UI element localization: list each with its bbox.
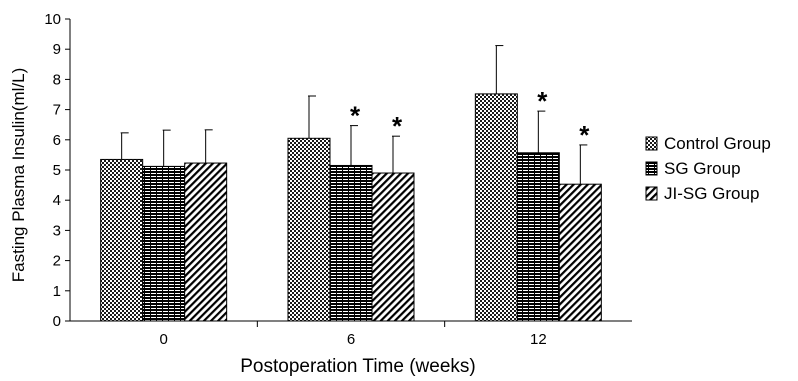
y-tick-label: 9 bbox=[53, 41, 61, 58]
y-tick-label: 5 bbox=[53, 162, 61, 179]
bar bbox=[329, 164, 373, 322]
significance-star: * bbox=[579, 120, 590, 150]
significance-star: * bbox=[537, 86, 548, 116]
x-tick-label: 0 bbox=[159, 331, 167, 348]
y-tick-label: 2 bbox=[53, 253, 61, 270]
bar bbox=[100, 158, 144, 322]
bar bbox=[371, 172, 415, 322]
legend-label: SG Group bbox=[664, 159, 741, 178]
legend: Control Group SG Group JI-SG Group bbox=[645, 134, 771, 203]
legend-label: JI-SG Group bbox=[664, 184, 759, 203]
y-tick-label: 3 bbox=[53, 222, 61, 239]
bar bbox=[184, 162, 228, 322]
legend-swatch bbox=[645, 136, 658, 151]
y-tick-label: 4 bbox=[53, 192, 61, 209]
y-tick-label: 10 bbox=[44, 11, 61, 28]
y-axis-title: Fasting Plasma Insulin(ml/L) bbox=[9, 68, 28, 282]
bar bbox=[516, 152, 560, 322]
bar bbox=[558, 183, 602, 322]
y-tick-label: 7 bbox=[53, 102, 61, 119]
legend-label: Control Group bbox=[664, 134, 771, 153]
y-tick-label: 0 bbox=[53, 313, 61, 330]
y-tick-label: 6 bbox=[53, 132, 61, 149]
significance-star: * bbox=[392, 111, 403, 141]
bar bbox=[287, 137, 331, 322]
x-tick-label: 12 bbox=[530, 331, 547, 348]
legend-swatch bbox=[645, 161, 658, 176]
bar bbox=[142, 165, 186, 322]
significance-star: * bbox=[350, 101, 361, 131]
y-tick-label: 8 bbox=[53, 71, 61, 88]
bar bbox=[474, 93, 518, 322]
x-tick-label: 6 bbox=[347, 331, 355, 348]
y-tick-label: 1 bbox=[53, 283, 61, 300]
x-axis-title: Postoperation Time (weeks) bbox=[240, 356, 476, 377]
legend-swatch bbox=[645, 186, 658, 201]
